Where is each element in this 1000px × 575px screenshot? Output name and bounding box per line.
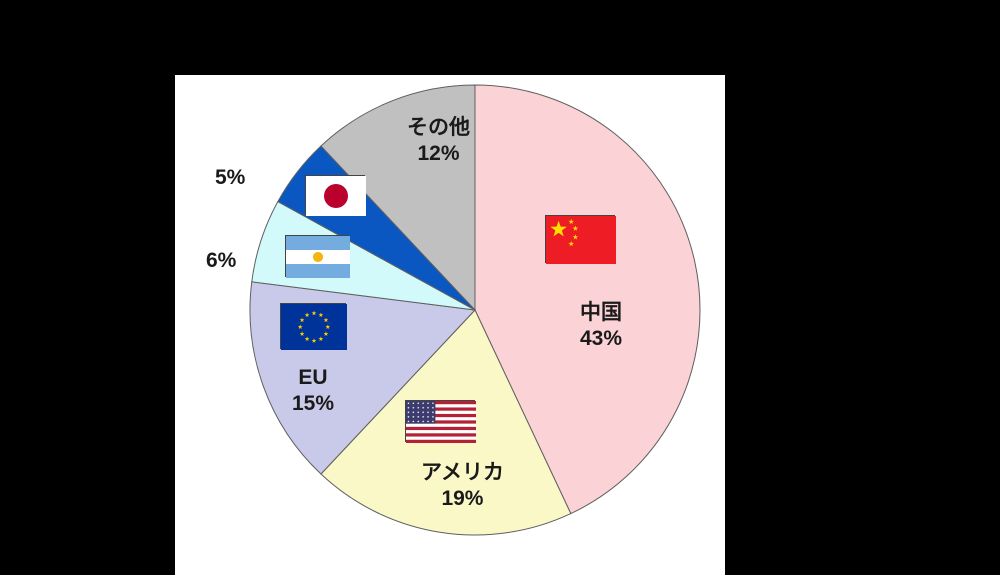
japan-flag-icon (305, 175, 365, 215)
usa-flag-icon (405, 400, 475, 442)
slice-label-pct-5: 12% (417, 142, 459, 165)
slice-label-1: アメリカ 19% (421, 460, 504, 513)
slice-label-name-2: EU (298, 366, 327, 389)
slice-label-2: EU 15% (292, 365, 334, 418)
argentina-flag-icon (285, 235, 349, 277)
slice-label-0: 中国 43% (580, 300, 622, 353)
slice-label-name-0: 中国 (580, 301, 622, 324)
slice-label-name-5: その他 (407, 116, 470, 139)
slice-label-pct-1: 19% (441, 487, 483, 510)
slice-label-3: 6% (206, 248, 236, 274)
slice-label-pct-4: 5% (215, 166, 245, 189)
pie-chart-panel: 中国 43% アメリカ 19% EU 15% 6% 5% その他 12% (175, 75, 725, 575)
china-flag-icon (545, 215, 615, 263)
slice-label-4: 5% (215, 165, 245, 191)
eu-flag-icon (280, 303, 346, 349)
slice-label-pct-2: 15% (292, 392, 334, 415)
slice-label-name-1: アメリカ (421, 461, 504, 484)
slice-label-pct-0: 43% (580, 327, 622, 350)
slice-label-5: その他 12% (407, 115, 470, 168)
slice-label-pct-3: 6% (206, 249, 236, 272)
